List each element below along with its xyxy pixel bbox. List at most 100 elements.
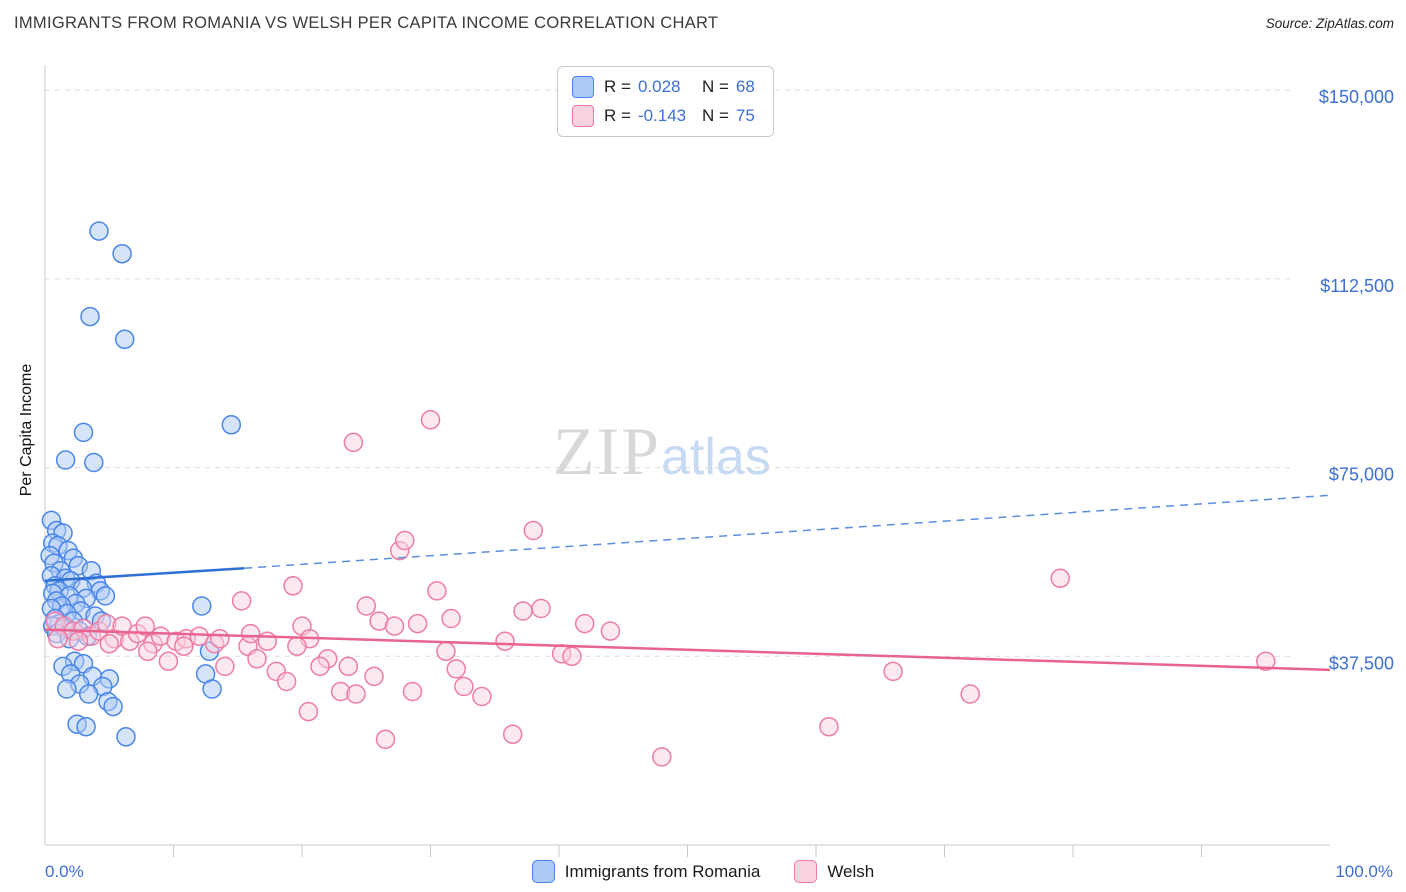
scatter-point-welsh (441, 608, 461, 629)
scatter-point-welsh (1050, 568, 1070, 589)
n-value: 75 (735, 106, 755, 125)
scatter-point-welsh (135, 616, 155, 636)
n-label: N = (701, 77, 729, 96)
scatter-point-welsh (364, 666, 384, 687)
scatter-point-romania (80, 306, 100, 327)
scatter-point-welsh (283, 576, 303, 596)
scatter-point-romania (95, 586, 116, 606)
scatter-point-welsh (247, 649, 267, 669)
romania-swatch (572, 76, 594, 98)
scatter-point-welsh (338, 656, 359, 677)
scatter-point-welsh (257, 631, 278, 651)
scatter-point-romania (221, 415, 242, 435)
scatter-point-welsh (1256, 651, 1276, 672)
watermark-atlas: atlas (661, 428, 771, 486)
r-label: R = (604, 77, 631, 96)
r-value: 0.028 (637, 77, 681, 96)
scatter-point-romania (73, 422, 94, 443)
series-legend: Immigrants from Romania Welsh (0, 860, 1406, 883)
scatter-point-welsh (531, 598, 551, 619)
y-tick-label: $37,500 (1329, 653, 1394, 673)
correlation-legend-row-welsh: R = -0.143 N = 75 (572, 105, 755, 127)
series-legend-item-welsh: Welsh (794, 860, 874, 883)
scatter-point-welsh (407, 613, 428, 634)
scatter-point-welsh (138, 641, 158, 662)
scatter-point-welsh (446, 659, 466, 679)
scatter-point-welsh (495, 631, 515, 651)
welsh-swatch (572, 105, 594, 127)
scatter-point-welsh (574, 613, 595, 634)
source-label: Source: ZipAtlas.com (1265, 16, 1394, 31)
scatter-point-welsh (384, 616, 405, 636)
scatter-point-welsh (210, 628, 230, 649)
series-legend-label: Welsh (827, 861, 875, 881)
scatter-point-romania (76, 716, 96, 737)
scatter-point-welsh (652, 747, 672, 767)
scatter-point-welsh (600, 621, 621, 641)
r-value: -0.143 (637, 106, 687, 125)
scatter-point-romania (57, 679, 77, 699)
scatter-point-welsh (436, 641, 456, 662)
scatter-point-romania (78, 684, 99, 704)
scatter-point-welsh (472, 686, 492, 707)
welsh-swatch (794, 860, 818, 883)
scatter-point-romania (84, 452, 104, 473)
scatter-point-welsh (287, 636, 307, 656)
chart-title: IMMIGRANTS FROM ROMANIA VS WELSH PER CAP… (14, 14, 719, 32)
watermark: ZIPatlas (553, 412, 771, 491)
scatter-point-romania (116, 727, 136, 747)
r-label: R = (604, 106, 631, 125)
scatter-point-welsh (420, 410, 441, 430)
scatter-point-welsh (343, 432, 364, 453)
scatter-point-welsh (346, 684, 366, 704)
romania-swatch (531, 860, 555, 883)
scatter-point-welsh (68, 631, 89, 651)
x-axis-max-label: 100.0% (1335, 862, 1393, 881)
scatter-point-welsh (276, 671, 297, 692)
scatter-point-welsh (960, 684, 980, 704)
scatter-point-welsh (158, 651, 179, 672)
scatter-point-welsh (375, 729, 396, 750)
scatter-point-welsh (819, 716, 839, 737)
scatter-point-welsh (454, 676, 474, 697)
series-legend-item-romania: Immigrants from Romania (531, 860, 761, 883)
y-tick-label: $150,000 (1319, 87, 1394, 107)
x-axis-min-label: 0.0% (45, 862, 84, 881)
scatter-point-welsh (298, 701, 319, 722)
scatter-point-romania (89, 221, 109, 241)
y-axis-title: Per Capita Income (18, 363, 35, 497)
scatter-point-romania (103, 696, 123, 717)
scatter-point-welsh (112, 616, 132, 636)
correlation-legend-row-romania: R = 0.028 N = 68 (572, 76, 755, 98)
scatter-point-welsh (513, 601, 533, 621)
scatter-point-welsh (502, 724, 523, 745)
n-label: N = (701, 106, 729, 125)
scatter-point-romania (55, 450, 76, 470)
scatter-point-romania (114, 329, 135, 350)
n-value: 68 (735, 77, 755, 96)
watermark-zip: ZIP (553, 413, 661, 489)
scatter-point-welsh (215, 656, 235, 677)
scatter-point-welsh (523, 520, 544, 541)
y-tick-label: $75,000 (1329, 465, 1394, 485)
scatter-point-welsh (395, 530, 415, 551)
series-legend-label: Immigrants from Romania (564, 861, 761, 881)
correlation-legend: R = 0.028 N = 68 R = -0.143 N = 75 (557, 66, 774, 137)
scatter-point-welsh (240, 623, 261, 644)
scatter-point-welsh (99, 633, 120, 654)
scatter-point-romania (202, 679, 222, 699)
scatter-point-welsh (883, 661, 903, 682)
y-tick-label: $112,500 (1320, 276, 1394, 296)
scatter-point-welsh (48, 628, 68, 649)
scatter-point-welsh (231, 591, 252, 611)
scatter-point-welsh (427, 581, 447, 601)
scatter-point-welsh (562, 646, 582, 667)
trend-line-solid (44, 566, 245, 583)
scatter-point-welsh (356, 596, 377, 616)
scatter-point-romania (192, 596, 212, 616)
scatter-point-welsh (402, 681, 423, 702)
scatter-point-welsh (174, 636, 194, 656)
scatter-point-welsh (310, 656, 330, 677)
trend-line-solid (44, 628, 1331, 672)
